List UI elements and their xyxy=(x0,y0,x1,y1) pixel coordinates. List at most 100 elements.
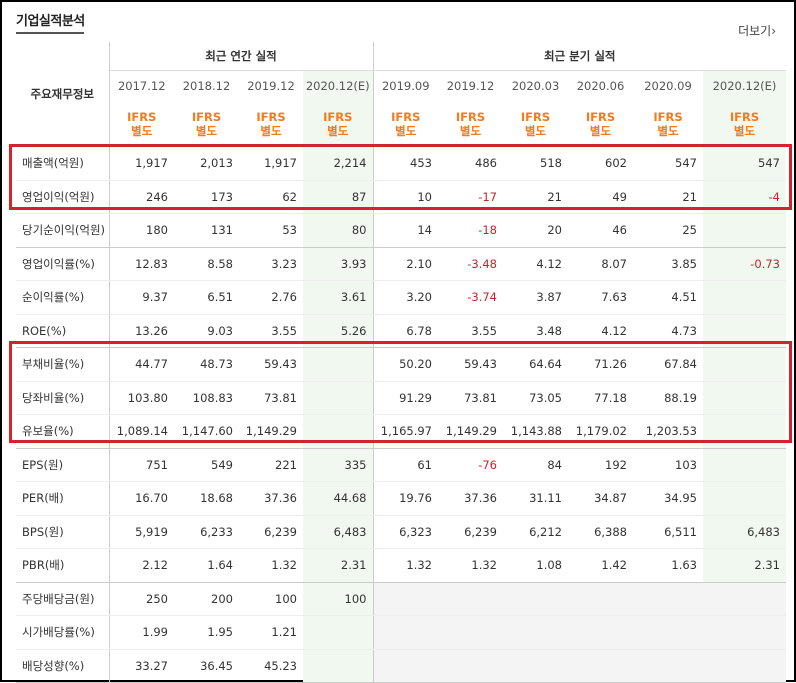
ifrs-line2: 별도 xyxy=(524,123,547,138)
table-cell xyxy=(703,615,786,650)
label-header: 주요재무정보 xyxy=(16,42,110,147)
table-cell: 547 xyxy=(703,146,786,181)
table-cell: 180 xyxy=(109,213,174,248)
row-label: 순이익률(%) xyxy=(16,280,110,315)
table-row: PER(배) 16.70 18.68 37.36 44.68 19.76 37.36 31.1… xyxy=(16,481,786,516)
more-link[interactable]: 더보기› xyxy=(738,22,776,39)
table-cell xyxy=(703,280,786,315)
table-cell: 1.64 xyxy=(174,548,239,583)
table-cell: 6,239 xyxy=(438,515,503,549)
table-cell: -18 xyxy=(438,213,503,248)
ifrs-line2: 별도 xyxy=(260,123,282,138)
ifrs-line1: IFRS xyxy=(323,109,353,124)
table-row: 당기순이익(억원) 180 131 53 80 14 -18 20 46 25 xyxy=(16,213,786,248)
table-cell xyxy=(568,615,633,650)
table-cell: 12.83 xyxy=(109,247,174,281)
table-cell: 335 xyxy=(303,448,374,482)
ifrs-label: IFRS 별도 xyxy=(109,101,174,147)
table-cell: 103 xyxy=(633,448,703,482)
table-cell: 103.80 xyxy=(109,381,174,415)
table-cell: 6.51 xyxy=(174,280,239,315)
table-cell: 2.10 xyxy=(373,247,438,281)
table-cell: 46 xyxy=(568,213,633,248)
ifrs-line2: 별도 xyxy=(327,123,349,138)
table-cell xyxy=(633,615,703,650)
table-cell: 3.85 xyxy=(633,247,703,281)
table-cell xyxy=(303,381,374,415)
table-cell xyxy=(703,649,786,683)
period-header: 2020.06 xyxy=(576,79,625,93)
table-cell: -0.73 xyxy=(703,247,786,281)
ifrs-line2: 별도 xyxy=(589,123,612,138)
table-cell: 6,323 xyxy=(373,515,438,549)
row-label: 시가배당률(%) xyxy=(16,615,110,650)
table-cell: 221 xyxy=(239,448,303,482)
table-cell xyxy=(303,649,374,683)
table-cell: 4.12 xyxy=(503,247,568,281)
table-cell: 25 xyxy=(633,213,703,248)
ifrs-label: IFRS 별도 xyxy=(303,101,374,147)
table-cell: 1.08 xyxy=(503,548,568,583)
table-cell: 3.20 xyxy=(373,280,438,315)
table-cell xyxy=(503,582,568,616)
title-underline xyxy=(16,32,84,34)
table-cell: 16.70 xyxy=(109,481,174,516)
table-cell xyxy=(703,347,786,382)
table-cell: 73.81 xyxy=(239,381,303,415)
table-cell xyxy=(703,448,786,482)
table-cell xyxy=(303,347,374,382)
table-row: BPS(원) 5,919 6,233 6,239 6,483 6,323 6,239 6,21… xyxy=(16,515,786,549)
table-cell xyxy=(568,649,633,683)
more-label[interactable]: 더보기 xyxy=(738,24,772,38)
table-cell: 1,917 xyxy=(109,146,174,181)
ifrs-line1: IFRS xyxy=(127,109,157,124)
highlight-box-ratios xyxy=(9,341,792,443)
table-cell: 6,388 xyxy=(568,515,633,549)
table-cell: 44.77 xyxy=(109,347,174,382)
ifrs-line1: IFRS xyxy=(455,109,486,124)
table-cell: 91.29 xyxy=(373,381,438,415)
table-cell xyxy=(633,582,703,616)
table-cell: 1.63 xyxy=(633,548,703,583)
row-label: EPS(원) xyxy=(16,448,110,482)
period-header: 2020.12(E) xyxy=(303,70,374,101)
row-label: 영업이익률(%) xyxy=(16,247,110,281)
table-cell: 20 xyxy=(503,213,568,248)
table-cell xyxy=(703,582,786,616)
table-cell: 84 xyxy=(503,448,568,482)
table-cell xyxy=(633,649,703,683)
table-cell: 192 xyxy=(568,448,633,482)
ifrs-line1: IFRS xyxy=(520,109,551,124)
ifrs-label: IFRS 별도 xyxy=(568,101,633,147)
table-cell: 18.68 xyxy=(174,481,239,516)
table-cell: 1.32 xyxy=(438,548,503,583)
period-header: 2019.12 xyxy=(446,79,495,93)
chevron-right-icon[interactable]: › xyxy=(771,24,776,38)
table-cell: 31.11 xyxy=(503,481,568,516)
table-row: 순이익률(%) 9.37 6.51 2.76 3.61 3.20 -3.74 3.87 7.63… xyxy=(16,280,786,315)
table-cell: 1.32 xyxy=(373,548,438,583)
ifrs-line2: 별도 xyxy=(395,123,417,138)
ifrs-line2: 별도 xyxy=(195,123,218,138)
table-cell: 108.83 xyxy=(174,381,239,415)
ifrs-label: IFRS 별도 xyxy=(503,101,568,147)
ifrs-label: IFRS 별도 xyxy=(633,101,703,147)
table-cell: -3.48 xyxy=(438,247,503,281)
table-cell: 2.76 xyxy=(239,280,303,315)
table-cell xyxy=(303,615,374,650)
table-cell: 48.73 xyxy=(174,347,239,382)
table-row: 부채비율(%) 44.77 48.73 59.43 50.20 59.43 64.64 71.… xyxy=(16,347,786,382)
table-cell xyxy=(503,615,568,650)
table-cell: 3.23 xyxy=(239,247,303,281)
table-cell: 1.21 xyxy=(239,615,303,650)
period-header: 2019.12 xyxy=(247,79,295,93)
table-cell: 59.43 xyxy=(438,347,503,382)
table-cell: 6,233 xyxy=(174,515,239,549)
row-label: BPS(원) xyxy=(16,515,110,549)
ifrs-line2: 별도 xyxy=(131,123,153,138)
table-cell: 2.31 xyxy=(703,548,786,583)
table-row: 매출액(억원) 1,917 2,013 1,917 2,214 453 486 518 602 5… xyxy=(16,146,786,181)
table-cell: 37.36 xyxy=(438,481,503,516)
table-cell: 6,239 xyxy=(239,515,303,549)
table-cell: 751 xyxy=(109,448,174,482)
